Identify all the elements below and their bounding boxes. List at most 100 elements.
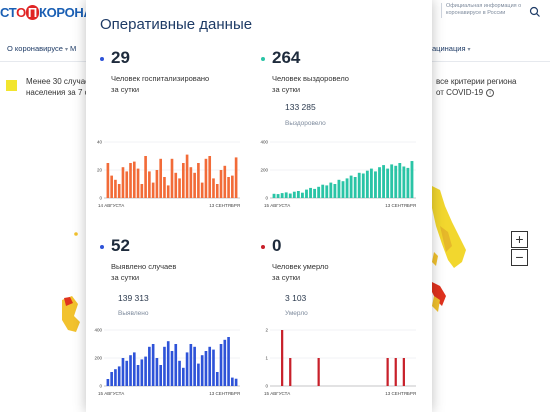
legend-text-right: все критерии региона от COVID-19 i	[436, 76, 516, 98]
detected-bar	[125, 360, 129, 386]
recovered-bar	[345, 178, 349, 198]
detected-label-line2: за сутки	[111, 273, 140, 283]
recovered-bar	[382, 165, 385, 198]
hospitalized-bar	[197, 163, 200, 198]
recovered-total-label: Выздоровело	[285, 120, 326, 127]
deaths-bar	[317, 358, 320, 386]
hospitalized-bar	[151, 182, 155, 198]
hospitalized-bar	[170, 158, 174, 198]
x-start-label: 14 АВГУСТА	[98, 203, 124, 208]
hospitalized-bar	[215, 184, 219, 198]
modal-title: Оперативные данные	[100, 16, 253, 33]
detected-bar	[208, 346, 212, 386]
hospitalized-label: Человек госпитализировано за сутки	[111, 73, 251, 96]
y-tick-label: 0	[99, 384, 102, 389]
hospitalized-bar	[208, 156, 212, 198]
recovered-bar	[272, 193, 276, 198]
hospitalized-label-line2: за сутки	[111, 85, 140, 95]
detected-bar	[132, 352, 136, 386]
hospitalized-bar	[174, 172, 178, 198]
logo-part-o: О	[16, 5, 26, 20]
hospitalized-bar	[193, 172, 196, 198]
nav-item-m[interactable]: М	[70, 44, 76, 53]
detected-bar	[166, 341, 170, 386]
detected-chart: 0 200 400 15 АВГУСТА 13 СЕНТЯБРЯ	[94, 328, 240, 396]
y-tick-label: 40	[97, 140, 103, 145]
x-end-label: 13 СЕНТЯБРЯ	[209, 203, 240, 208]
recovered-bar	[333, 184, 337, 198]
recovered-bar	[365, 170, 369, 198]
y-tick-label: 20	[97, 168, 103, 173]
deaths-value: 0	[272, 236, 282, 255]
deaths-bar	[386, 358, 389, 386]
recovered-bar	[410, 161, 414, 198]
detected-label: Выявлено случаев за сутки	[111, 261, 251, 284]
recovered-bar	[309, 187, 312, 198]
detected-bar	[193, 346, 196, 386]
recovered-bar	[321, 184, 325, 198]
y-tick-label: 400	[260, 140, 268, 145]
info-icon[interactable]: i	[486, 89, 495, 98]
recovered-bar	[329, 182, 333, 198]
y-tick-label: 0	[265, 196, 268, 201]
recovered-bar	[398, 163, 402, 198]
hospitalized-bar	[117, 184, 121, 198]
x-start-label: 15 АВГУСТА	[264, 203, 290, 208]
nav-item-vaccination-label: ацинация	[432, 44, 466, 53]
hospitalized-bar	[148, 171, 151, 198]
detected-bar	[227, 337, 230, 386]
deaths-label-line1: Человек умерло	[272, 262, 329, 271]
hospitalized-bar	[140, 184, 144, 198]
hospitalized-bar	[121, 167, 125, 198]
hospitalized-bar	[204, 158, 208, 198]
bullet-dot	[100, 57, 104, 61]
nav-item-about[interactable]: О коронавирусе ▾	[7, 44, 68, 53]
x-start-label: 15 АВГУСТА	[264, 391, 290, 396]
x-end-label: 13 СЕНТЯБРЯ	[385, 203, 416, 208]
hospitalized-value: 29	[111, 48, 130, 67]
deaths-bar	[281, 330, 284, 386]
detected-bar	[174, 344, 178, 386]
detected-bar	[106, 379, 110, 386]
hospitalized-bar	[125, 171, 129, 198]
hospitalized-bar	[163, 177, 166, 198]
nav-item-m-label: М	[70, 44, 77, 53]
detected-bar	[140, 359, 144, 386]
deaths-bar	[394, 358, 397, 386]
legend-left-line1: Менее 30 случаев	[26, 77, 94, 86]
detected-label-line1: Выявлено случаев	[111, 262, 177, 271]
recovered-bar	[341, 181, 345, 198]
map-region-east-4	[432, 252, 438, 266]
recovered-bar	[337, 179, 341, 198]
recovered-bar	[402, 166, 406, 198]
x-end-label: 13 СЕНТЯБРЯ	[209, 391, 240, 396]
detected-bar	[223, 339, 227, 386]
hospitalized-bar	[106, 163, 110, 198]
search-icon[interactable]	[529, 6, 541, 18]
detected-bar	[151, 344, 155, 386]
hospitalized-bar	[114, 179, 117, 198]
x-start-label: 15 АВГУСТА	[98, 391, 124, 396]
detected-bar	[197, 363, 200, 386]
deaths-label: Человек умерло за сутки	[272, 261, 412, 284]
deaths-total: 3 103	[285, 293, 307, 303]
detected-bar	[163, 346, 166, 386]
hospitalized-bar	[227, 177, 230, 198]
zoom-out-button[interactable]: −	[511, 249, 528, 266]
detected-bar	[219, 344, 223, 386]
map-region-west-red	[64, 297, 73, 306]
hospitalized-label-line1: Человек госпитализировано	[111, 74, 210, 83]
recovered-bar	[369, 168, 373, 198]
recovered-bar	[378, 167, 381, 198]
detected-bar	[159, 365, 163, 386]
hospitalized-bar	[155, 170, 159, 198]
nav-item-vaccination[interactable]: ацинация ▾	[432, 44, 471, 53]
detected-value: 52	[111, 236, 130, 255]
recovered-bar	[353, 177, 357, 198]
detected-bar	[189, 344, 193, 386]
detected-bar	[185, 352, 189, 386]
recovered-bar	[280, 193, 284, 198]
zoom-in-button[interactable]: +	[511, 231, 528, 248]
hospitalized-bar	[200, 182, 204, 198]
